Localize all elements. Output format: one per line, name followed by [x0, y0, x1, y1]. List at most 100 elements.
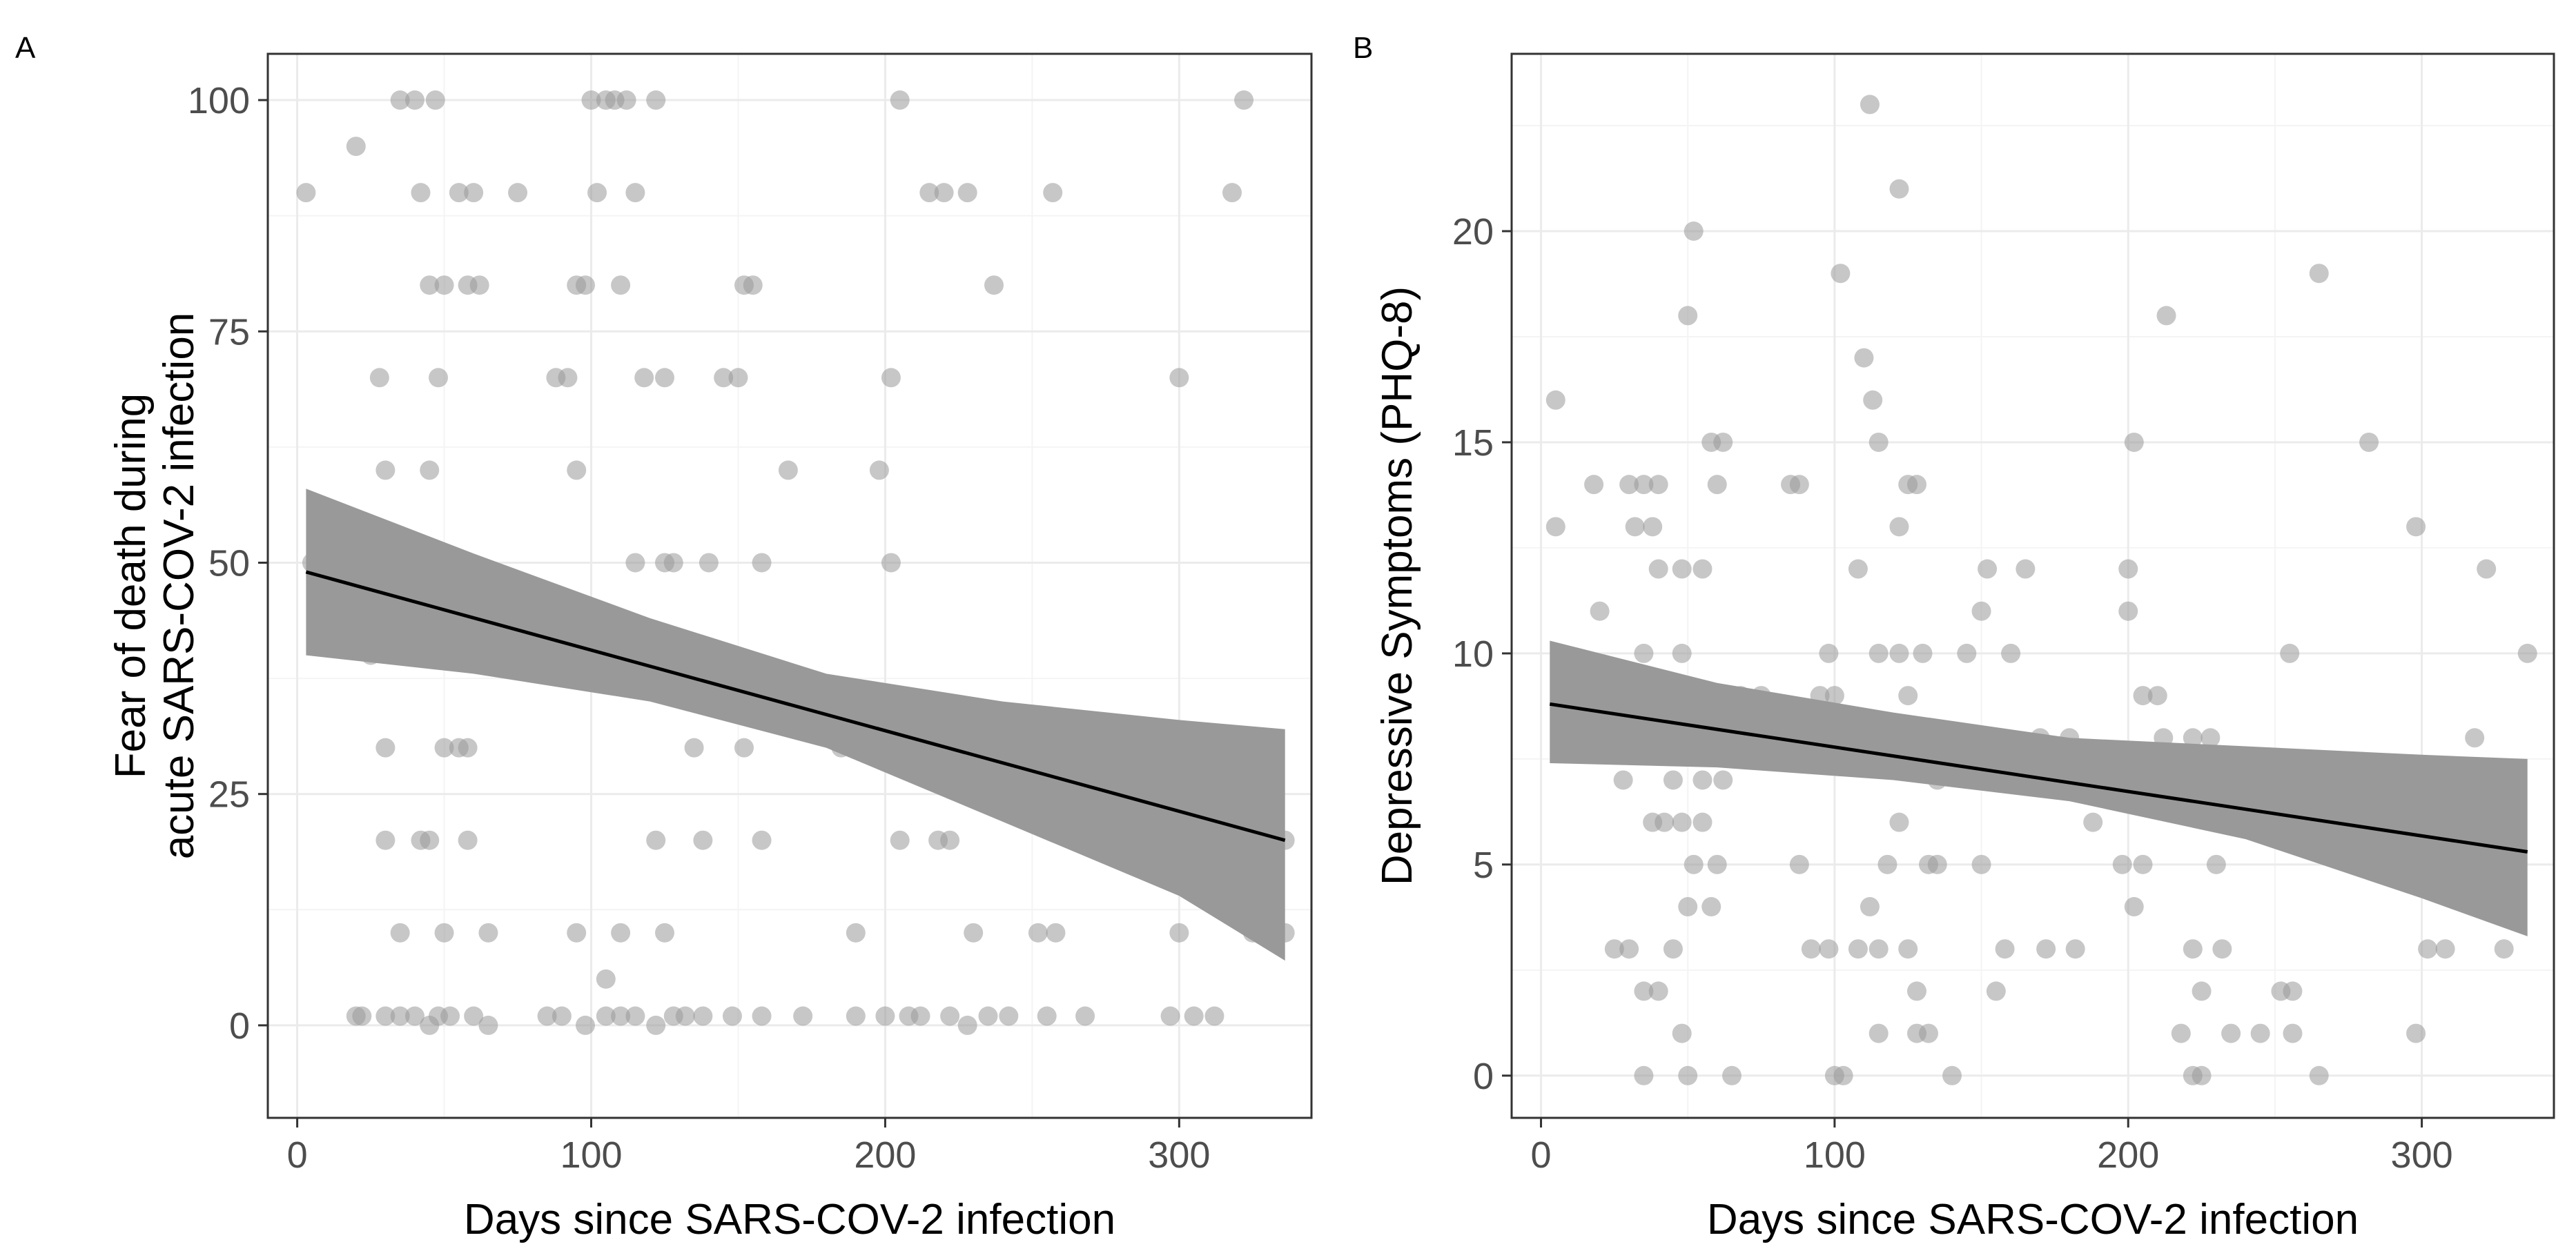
data-point: [575, 1015, 595, 1035]
data-point: [2083, 812, 2103, 832]
data-point: [2283, 1023, 2303, 1043]
data-point: [429, 368, 449, 388]
data-point: [1678, 1065, 1698, 1085]
data-point: [369, 368, 389, 388]
data-point: [910, 1006, 930, 1026]
data-point: [625, 183, 645, 203]
data-point: [296, 183, 316, 203]
data-point: [1986, 981, 2006, 1001]
data-point: [1663, 770, 1683, 790]
data-point: [646, 830, 666, 850]
data-point: [449, 183, 469, 203]
data-point: [390, 923, 410, 943]
data-point: [1692, 559, 1713, 579]
data-point: [699, 553, 719, 573]
data-point: [2124, 897, 2144, 917]
data-point: [1701, 897, 1721, 917]
data-point: [1801, 939, 1821, 959]
data-point: [869, 460, 889, 480]
data-point: [743, 275, 763, 295]
data-point: [846, 923, 866, 943]
data-point: [1722, 1065, 1742, 1085]
data-point: [1634, 981, 1654, 1001]
data-point: [434, 275, 454, 295]
data-point: [434, 923, 454, 943]
data-point: [1619, 475, 1639, 495]
data-point: [2001, 643, 2021, 663]
x-tick-label: 200: [2097, 1134, 2159, 1176]
x-tick-label: 100: [1804, 1134, 1866, 1176]
data-point: [434, 738, 454, 758]
data-point: [654, 923, 674, 943]
data-point: [420, 275, 440, 295]
data-point: [375, 738, 396, 758]
data-point: [957, 1015, 977, 1035]
data-point: [1648, 475, 1668, 495]
data-point: [352, 1006, 372, 1026]
data-point: [390, 90, 410, 110]
data-point: [2359, 432, 2379, 452]
data-point: [616, 90, 636, 110]
data-point: [1584, 475, 1604, 495]
data-point: [420, 830, 440, 850]
data-point: [596, 1006, 616, 1026]
plot-background: [1512, 54, 2554, 1118]
data-point: [1692, 812, 1713, 832]
data-point: [567, 460, 587, 480]
y-axis-title: acute SARS-COV-2 infection: [155, 313, 203, 860]
data-point: [464, 1006, 484, 1026]
confidence-band: [1550, 640, 2528, 936]
data-point: [2192, 981, 2212, 1001]
data-point: [1634, 643, 1654, 663]
data-point: [728, 368, 748, 388]
data-point: [2221, 1023, 2241, 1043]
data-point: [404, 90, 425, 110]
data-point: [1169, 923, 1189, 943]
data-point: [1678, 897, 1698, 917]
y-tick-label: 5: [1473, 845, 1494, 886]
data-point: [1075, 1006, 1095, 1026]
data-point: [478, 923, 498, 943]
y-tick-label: 0: [1473, 1056, 1494, 1097]
data-point: [722, 1006, 742, 1026]
data-point: [2418, 939, 2438, 959]
data-point: [1913, 643, 1933, 663]
data-point: [1684, 222, 1704, 241]
data-point: [1819, 643, 1839, 663]
data-point: [1860, 95, 1880, 115]
data-point: [1169, 368, 1189, 388]
regression-line: [305, 570, 1286, 843]
data-point: [1919, 1023, 1938, 1043]
data-point: [375, 460, 396, 480]
data-point: [964, 923, 984, 943]
data-point: [1824, 686, 1844, 706]
data-point: [646, 90, 666, 110]
data-point: [1868, 939, 1889, 959]
data-point: [1868, 432, 1889, 452]
data-point: [1234, 90, 1254, 110]
data-point: [1222, 183, 1242, 203]
data-point: [346, 137, 366, 157]
data-point: [469, 275, 489, 295]
data-point: [2192, 1065, 2212, 1085]
data-point: [1545, 390, 1565, 410]
data-point: [458, 738, 478, 758]
data-point: [1906, 475, 1926, 495]
data-point: [1889, 517, 1909, 537]
data-point: [1692, 770, 1713, 790]
data-point: [1619, 939, 1639, 959]
data-point: [663, 553, 683, 573]
data-point: [1833, 1065, 1853, 1085]
data-point: [596, 969, 616, 989]
data-point: [881, 368, 901, 388]
data-point: [537, 1006, 557, 1026]
data-point: [646, 1015, 666, 1035]
data-point: [934, 183, 954, 203]
data-point: [2156, 306, 2176, 326]
panel-letter: A: [15, 31, 36, 65]
y-axis-title: Depressive Symptoms (PHQ-8): [1374, 286, 1421, 885]
data-point: [2118, 559, 2138, 579]
data-point: [1713, 432, 1733, 452]
data-point: [1160, 1006, 1180, 1026]
data-point: [575, 275, 595, 295]
